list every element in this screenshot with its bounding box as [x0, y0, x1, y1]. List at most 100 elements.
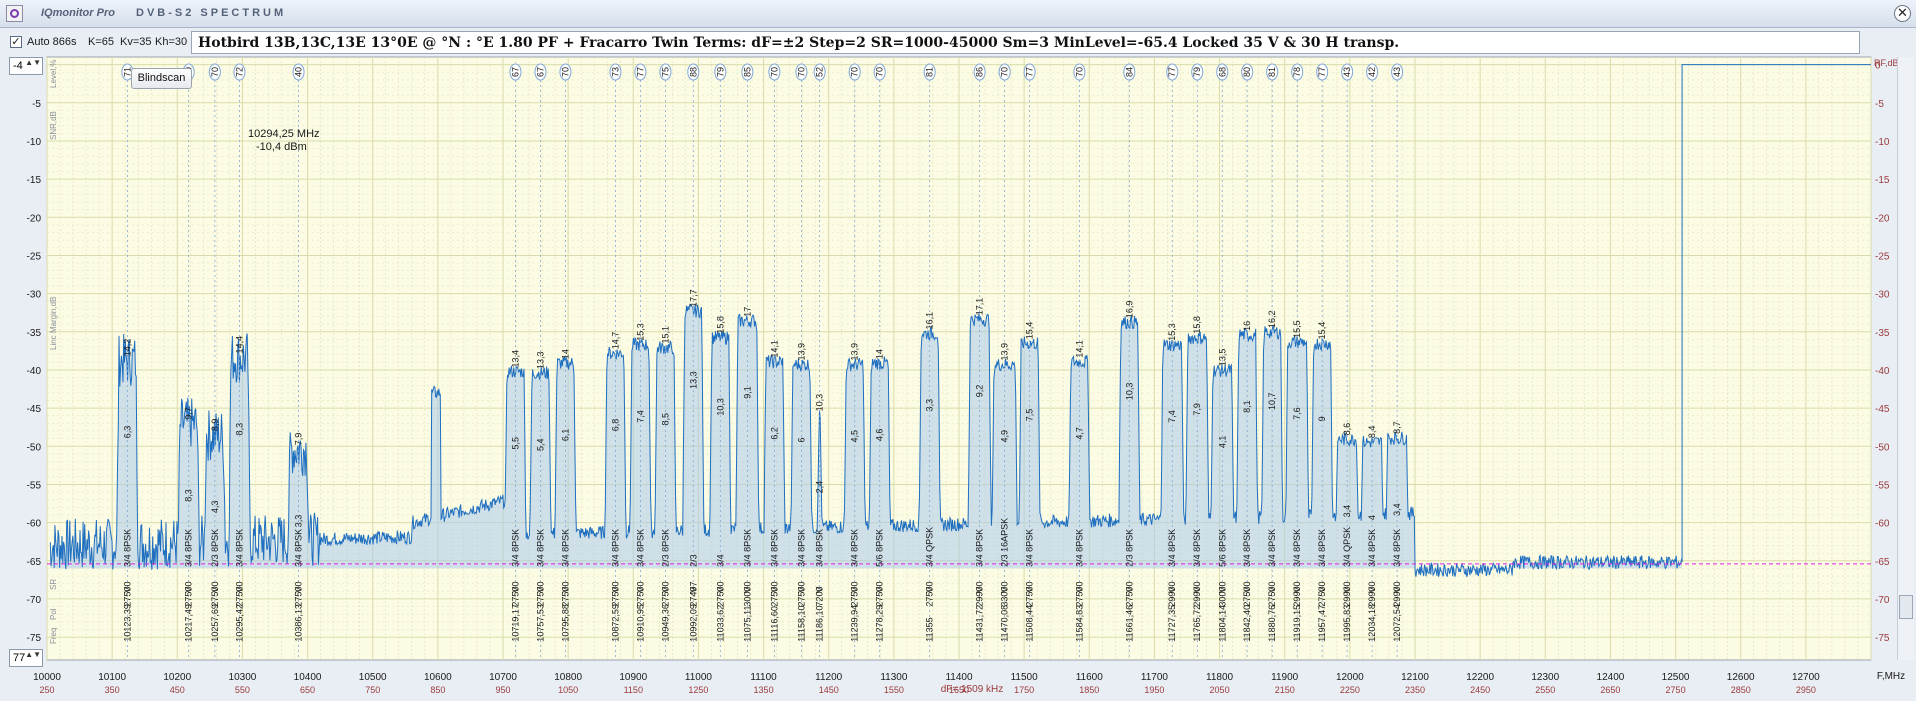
df-label: dF= 1509 kHz [941, 684, 1004, 695]
transponder-pol-label: V [184, 587, 194, 593]
side-axis-label: SR [49, 579, 58, 590]
transponder-sr-label: 27500 [610, 582, 620, 607]
transponder-sr-label: 27500 [925, 582, 935, 607]
transponder-freq-label: 10719,17 [510, 604, 520, 642]
transponder-snr-label: 8,3 [184, 489, 194, 502]
transponder-sr-label: 27500 [1317, 582, 1327, 607]
transponder-level-label: 16,1 [925, 312, 935, 330]
transponder-top-value: 77 [1167, 67, 1177, 77]
transponder-top-badge [559, 63, 572, 81]
transponder-top-value: 73 [610, 67, 620, 77]
x-tick-label-secondary: 450 [170, 685, 185, 695]
close-button[interactable]: ✕ [1894, 5, 1911, 22]
transponder-mod-label: 3/4 QPSK [1342, 527, 1352, 567]
y-tick-label: -30 [27, 290, 42, 301]
transponder-sr-label: 27500 [769, 582, 779, 607]
auto-checkbox[interactable]: ✓ [10, 36, 22, 48]
x-tick-label: 12000 [1336, 672, 1364, 683]
transponder-sr-label: 27500 [1124, 582, 1134, 607]
x-tick-label-secondary: 2250 [1340, 685, 1360, 695]
zoom-spinner[interactable]: 77 ▲▼ [9, 649, 43, 667]
transponder-level-label: 17,7 [688, 289, 698, 307]
x-tick-label-secondary: 850 [430, 685, 445, 695]
transponder-top-badge [741, 63, 754, 81]
transponder-top-value: 84 [1124, 67, 1134, 77]
transponder-mod-label: 3/4 8PSK [535, 529, 545, 567]
transponder-freq-label: 10257,69 [210, 604, 220, 642]
transponder-mod-label: 2/3 8PSK [1124, 529, 1134, 567]
vertical-scrollbar[interactable] [1897, 57, 1914, 660]
title-bar: IQmonitor Pro DVB-S2 SPECTRUM ✕ [0, 0, 1916, 28]
transponder-mod-label: 3/4 8PSK [1192, 529, 1202, 567]
transponder-freq-label: 11278,29 [875, 605, 885, 642]
transponder-top-badge [1391, 63, 1404, 81]
transponder-sr-label: 27497 [688, 582, 698, 607]
blindscan-button[interactable]: Blindscan [131, 68, 192, 89]
transponder-top-badge [1023, 63, 1036, 81]
transponder-top-badge [714, 63, 727, 81]
transponder-pol-label: V [1217, 587, 1227, 593]
transponder-sr-label: 29900 [1367, 582, 1377, 607]
x-tick-label-secondary: 950 [495, 685, 510, 695]
x-tick-label: 11000 [685, 672, 713, 683]
x-tick-label: 10000 [33, 672, 61, 683]
y-tick-label: -55 [27, 480, 42, 491]
transponder-top-value: 43 [1342, 67, 1352, 77]
transponder-top-value: 71 [122, 67, 132, 77]
y-tick-label-right: -70 [1875, 595, 1890, 606]
x-tick-label: 11400 [945, 672, 973, 683]
transponder-top-value: 79 [715, 67, 725, 77]
level-offset-spinner[interactable]: -4 ▲▼ [9, 57, 43, 75]
transponder-pol-label: V [1267, 587, 1277, 593]
transponder-mod-label: 3/4 8PSK [1242, 529, 1252, 567]
transponder-mod-label: 3/4 8PSK [1317, 529, 1327, 567]
transponder-pol-label: V [294, 587, 304, 593]
transponder-mod-label: 3/4 8PSK [234, 529, 244, 567]
transponder-mod-label: 2/3 16APSK [1000, 518, 1010, 567]
y-tick-label-right: -65 [1875, 557, 1890, 568]
transponder-pol-label: V [815, 587, 825, 593]
transponder-snr-label: 7,6 [1292, 407, 1302, 420]
transponder-freq-label: 11880,76 [1267, 605, 1277, 642]
transponder-mod-label: 3/4 8PSK [742, 529, 752, 567]
transponder-level-label: 15,4 [1025, 322, 1035, 340]
transponder-top-value: 70 [796, 67, 806, 77]
transponder-snr-label: 3,3 [294, 515, 304, 528]
y-tick-label: -10 [27, 137, 42, 148]
transponder-top-badge [634, 63, 647, 81]
transponder-freq-label: 10949,36 [660, 604, 670, 642]
transponder-pol-label: V [1392, 587, 1402, 593]
zoom-value: 77 [13, 652, 26, 664]
transponder-snr-label: 8,1 [1242, 400, 1252, 413]
transponder-freq-label: 12034,18 [1367, 604, 1377, 642]
transponder-level-label: 14,2 [122, 339, 132, 357]
transponder-sr-label: 27500 [210, 582, 220, 607]
transponder-level-label: 13,4 [510, 350, 520, 368]
transponder-top-value: 70 [769, 67, 779, 77]
transponder-top-value: 42 [1367, 67, 1377, 77]
spinner-arrows-icon[interactable]: ▲▼ [25, 650, 41, 659]
y-tick-label-right: -10 [1875, 137, 1890, 148]
x-tick-label-secondary: 2850 [1731, 685, 1751, 695]
spinner-arrows-icon[interactable]: ▲▼ [25, 58, 41, 67]
transponder-snr-label: 9,2 [975, 385, 985, 398]
transponder-mod-label: 5/6 8PSK [875, 529, 885, 567]
transponder-top-value: 43 [1392, 67, 1402, 77]
x-tick-label: 12200 [1466, 672, 1494, 683]
transponder-mod-label: 2/3 8PSK [660, 529, 670, 567]
transponder-level-label: 7,9 [294, 433, 304, 446]
transponder-snr-label: 7,5 [1025, 409, 1035, 422]
scrollbar-thumb[interactable] [1899, 595, 1913, 619]
transponder-top-value: 77 [1317, 67, 1327, 77]
transponder-mod-label: 3/4 8PSK [635, 529, 645, 567]
transponder-snr-label: 4,7 [1074, 427, 1084, 440]
transponder-pol-label: V [234, 587, 244, 593]
transponder-sr-label: 27500 [184, 582, 194, 607]
transponder-mod-label: 5/6 8PSK [1217, 529, 1227, 567]
transponder-freq-label: 11431,72 [975, 605, 985, 642]
transponder-top-badge [609, 63, 622, 81]
transponder-top-badge [1316, 63, 1329, 81]
transponder-pol-label: V [122, 587, 132, 593]
transponder-sr-label: 33000 [1000, 582, 1010, 607]
